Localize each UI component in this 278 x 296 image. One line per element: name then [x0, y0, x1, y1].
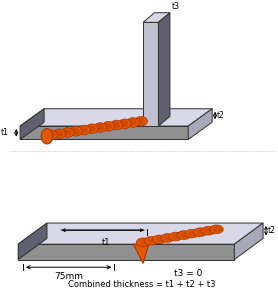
- Ellipse shape: [94, 123, 106, 132]
- Ellipse shape: [111, 122, 120, 128]
- Ellipse shape: [95, 124, 104, 131]
- Ellipse shape: [45, 130, 58, 140]
- Ellipse shape: [135, 118, 145, 125]
- Ellipse shape: [169, 232, 182, 241]
- Text: t1: t1: [102, 238, 111, 247]
- Ellipse shape: [180, 232, 190, 238]
- Text: t2: t2: [268, 226, 276, 235]
- Ellipse shape: [155, 237, 165, 242]
- Ellipse shape: [164, 235, 173, 241]
- Polygon shape: [158, 13, 170, 126]
- Ellipse shape: [103, 123, 112, 130]
- Ellipse shape: [78, 127, 88, 133]
- Ellipse shape: [46, 132, 55, 138]
- Ellipse shape: [54, 130, 63, 137]
- Ellipse shape: [136, 238, 150, 247]
- Ellipse shape: [196, 229, 206, 235]
- Polygon shape: [143, 22, 158, 126]
- Ellipse shape: [62, 129, 71, 136]
- Ellipse shape: [78, 125, 90, 135]
- Polygon shape: [20, 126, 188, 139]
- Polygon shape: [18, 223, 47, 260]
- Text: 75mm: 75mm: [54, 272, 83, 281]
- Ellipse shape: [185, 229, 199, 238]
- Text: t2: t2: [217, 111, 225, 120]
- Ellipse shape: [86, 126, 96, 132]
- Ellipse shape: [202, 226, 215, 235]
- Ellipse shape: [205, 228, 214, 234]
- Text: t3 = 0: t3 = 0: [174, 269, 202, 278]
- Ellipse shape: [172, 234, 182, 239]
- Ellipse shape: [118, 119, 131, 128]
- Ellipse shape: [119, 120, 129, 127]
- Polygon shape: [188, 109, 212, 139]
- Ellipse shape: [210, 225, 223, 234]
- Ellipse shape: [110, 120, 123, 130]
- Ellipse shape: [127, 119, 137, 126]
- Ellipse shape: [70, 128, 80, 135]
- Ellipse shape: [188, 231, 198, 237]
- Ellipse shape: [177, 231, 191, 239]
- Polygon shape: [18, 244, 234, 260]
- Ellipse shape: [193, 228, 207, 237]
- Ellipse shape: [61, 128, 74, 137]
- Ellipse shape: [53, 129, 66, 139]
- Text: t1: t1: [1, 128, 9, 137]
- Ellipse shape: [86, 124, 98, 133]
- Polygon shape: [234, 223, 263, 260]
- Text: Combined thickness = t1 + t2 + t3: Combined thickness = t1 + t2 + t3: [68, 280, 216, 289]
- Ellipse shape: [102, 121, 115, 131]
- Polygon shape: [18, 223, 263, 244]
- Polygon shape: [133, 244, 149, 263]
- Ellipse shape: [139, 239, 149, 245]
- Ellipse shape: [127, 118, 139, 127]
- Ellipse shape: [161, 234, 174, 242]
- Text: t3: t3: [172, 2, 180, 12]
- Ellipse shape: [135, 116, 147, 126]
- Ellipse shape: [147, 238, 157, 244]
- Ellipse shape: [213, 226, 222, 232]
- Ellipse shape: [153, 235, 166, 244]
- Polygon shape: [20, 109, 212, 126]
- Polygon shape: [143, 13, 170, 22]
- Ellipse shape: [145, 237, 158, 245]
- Ellipse shape: [70, 126, 82, 136]
- Ellipse shape: [41, 128, 53, 144]
- Polygon shape: [20, 109, 44, 139]
